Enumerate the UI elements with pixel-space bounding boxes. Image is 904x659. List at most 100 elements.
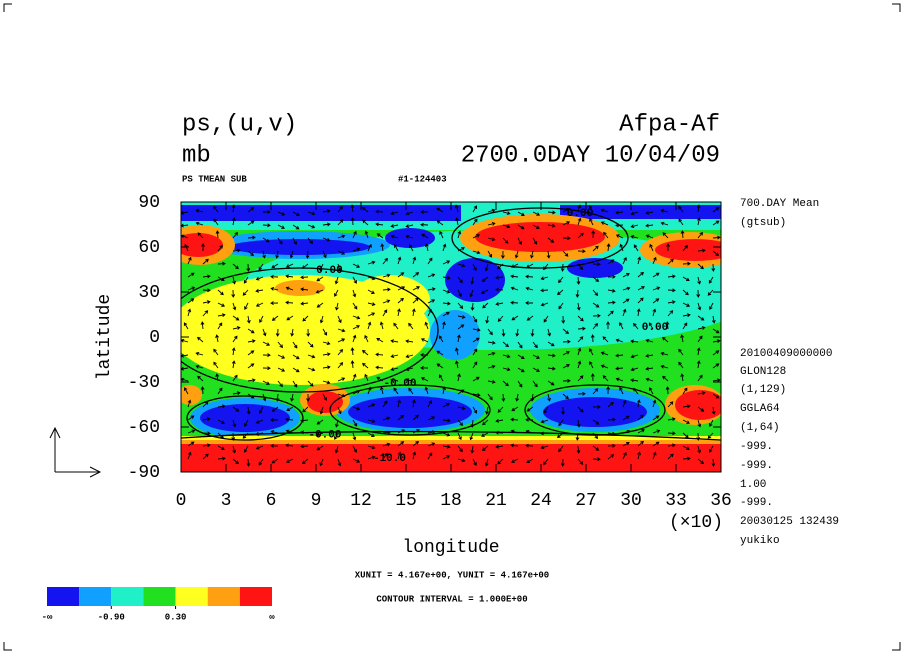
wind-arrow: [708, 276, 714, 284]
wind-arrow: [680, 230, 685, 239]
wind-arrow: [427, 400, 432, 408]
wind-arrow: [367, 276, 376, 281]
wind-arrow: [217, 322, 223, 330]
x-tick-label: 33: [665, 491, 687, 511]
wind-arrow: [592, 289, 599, 297]
x-tick-label: 6: [266, 491, 277, 511]
wind-arrow: [427, 452, 433, 460]
contour-label: 0.00: [316, 265, 342, 277]
wind-arrow: [319, 458, 324, 467]
wind-arrow: [442, 311, 450, 317]
wind-arrow: [495, 287, 504, 292]
wind-arrow: [262, 328, 267, 337]
wind-arrow: [615, 377, 624, 382]
wind-arrow: [630, 367, 639, 372]
wind-arrow: [562, 351, 570, 356]
wind-arrow: [562, 236, 571, 241]
wind-arrow: [412, 399, 416, 408]
y-tick-label: 30: [138, 283, 160, 303]
wind-arrow: [442, 432, 451, 437]
wind-arrow: [455, 217, 459, 226]
wind-arrow: [255, 431, 264, 436]
wind-arrow: [367, 419, 376, 424]
wind-arrow: [300, 275, 309, 280]
wind-arrow: [615, 210, 624, 215]
wind-arrow: [637, 429, 645, 434]
contour-field: [181, 202, 721, 472]
wind-arrow: [382, 287, 391, 292]
wind-arrow: [637, 256, 642, 265]
wind-arrow: [427, 416, 436, 421]
wind-arrow: [682, 244, 688, 252]
wind-arrow: [457, 263, 466, 268]
wind-arrow: [187, 256, 192, 265]
wind-arrow: [481, 289, 489, 294]
wind-arrow: [707, 432, 714, 439]
wind-arrow: [425, 243, 429, 252]
wind-arrow: [517, 341, 523, 349]
wind-arrow: [286, 315, 294, 321]
wind-arrow: [306, 328, 311, 337]
wind-arrow: [615, 223, 624, 228]
wind-arrow: [390, 354, 399, 359]
wind-arrow: [187, 399, 192, 408]
wind-arrow: [244, 302, 249, 311]
wind-arrow: [322, 365, 331, 370]
wind-arrow: [427, 287, 436, 292]
side-info: 20100409000000: [740, 348, 832, 360]
wind-arrow: [334, 289, 339, 297]
wind-arrow: [469, 289, 474, 298]
wind-arrow: [232, 391, 241, 395]
wind-arrow: [457, 302, 464, 309]
wind-arrow: [405, 234, 414, 239]
wind-arrow: [307, 211, 316, 216]
wind-arrow: [397, 441, 405, 447]
wind-arrow: [232, 445, 237, 454]
wind-arrow: [652, 441, 660, 447]
wind-arrow: [517, 211, 525, 216]
wind-arrow: [589, 217, 594, 226]
wind-arrow: [697, 315, 705, 321]
wind-arrow: [667, 431, 676, 436]
wind-arrow: [558, 302, 564, 310]
wind-arrow: [322, 380, 331, 385]
wind-arrow: [532, 367, 540, 372]
wind-arrow: [307, 367, 316, 372]
wind-arrow: [352, 263, 361, 268]
wind-arrow: [619, 386, 624, 395]
wind-arrow: [412, 297, 419, 304]
side-info: -999.: [740, 460, 773, 472]
wind-arrow: [442, 275, 451, 280]
wind-arrow: [472, 205, 478, 213]
x-tick-label: 15: [395, 491, 417, 511]
wind-arrow: [497, 406, 504, 413]
wind-arrow: [375, 365, 384, 370]
wind-arrow: [487, 351, 496, 356]
wind-arrow: [525, 417, 534, 422]
wind-arrow: [712, 220, 720, 226]
side-info: GLON128: [740, 366, 786, 378]
wind-arrow: [680, 373, 685, 382]
wind-arrow: [195, 351, 204, 356]
wind-arrow: [397, 308, 401, 317]
y-tick-label: 60: [138, 238, 160, 258]
wind-arrow: [457, 247, 465, 252]
wind-arrow: [337, 406, 342, 415]
wind-arrow: [666, 243, 671, 252]
wind-arrow: [408, 244, 414, 252]
wind-arrow: [606, 386, 611, 395]
wind-arrow: [577, 263, 584, 271]
wind-arrow: [556, 432, 564, 439]
wind-arrow: [262, 223, 271, 228]
wind-arrow: [696, 360, 701, 369]
wind-arrow: [532, 224, 540, 230]
wind-arrow: [540, 419, 549, 424]
wind-arrow: [408, 322, 414, 330]
wind-arrow: [547, 380, 555, 386]
wind-arrow: [711, 263, 716, 272]
wind-arrow: [247, 363, 255, 369]
wind-arrow: [307, 341, 314, 348]
wind-arrow: [405, 211, 414, 216]
wind-arrow: [285, 458, 294, 463]
wind-arrow: [697, 248, 706, 253]
